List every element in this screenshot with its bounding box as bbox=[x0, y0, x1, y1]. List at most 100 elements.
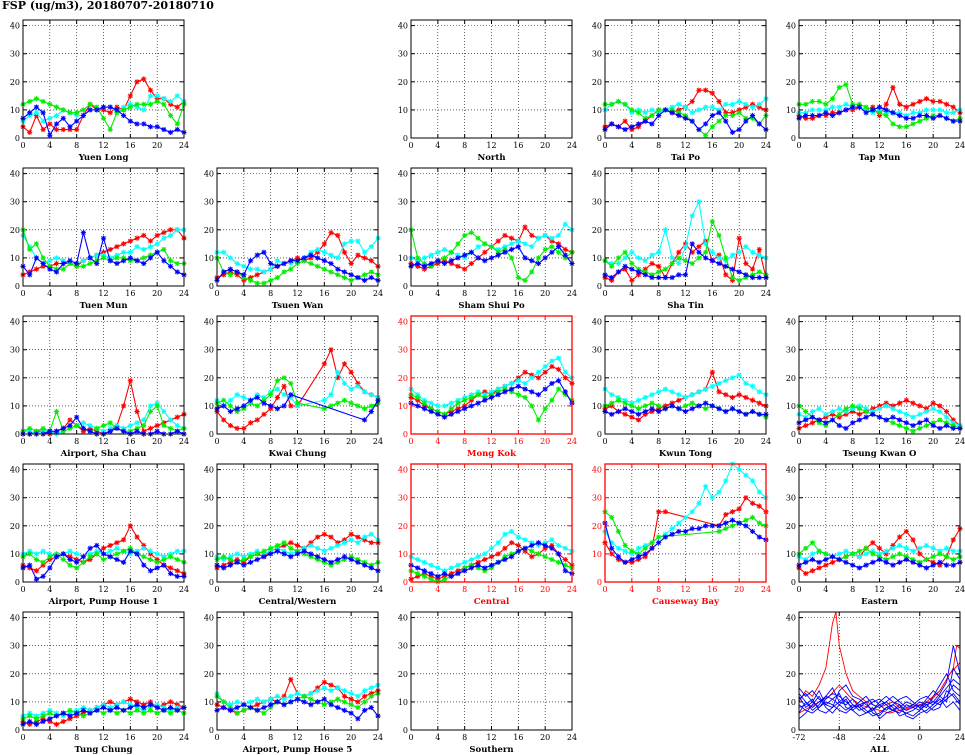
data-point bbox=[488, 392, 495, 398]
data-point bbox=[147, 548, 154, 554]
data-point bbox=[134, 420, 140, 426]
data-point bbox=[74, 260, 80, 267]
y-tick-label: 10 bbox=[398, 698, 408, 707]
data-point bbox=[682, 258, 689, 264]
data-point bbox=[488, 545, 495, 551]
data-point bbox=[308, 252, 314, 258]
data-point bbox=[127, 378, 133, 384]
data-point bbox=[127, 104, 133, 110]
data-point bbox=[174, 428, 180, 434]
data-point bbox=[676, 528, 682, 535]
data-point bbox=[642, 551, 648, 557]
data-point bbox=[850, 403, 856, 409]
data-point bbox=[669, 403, 675, 409]
data-point bbox=[141, 255, 147, 261]
data-point bbox=[809, 556, 816, 563]
data-point bbox=[448, 249, 454, 255]
y-tick-label: 20 bbox=[398, 670, 408, 679]
data-point bbox=[749, 397, 756, 403]
data-point bbox=[863, 562, 869, 568]
data-point bbox=[696, 389, 702, 395]
data-point bbox=[749, 101, 756, 107]
data-point bbox=[876, 403, 883, 409]
data-point bbox=[836, 414, 842, 420]
y-tick-label: 20 bbox=[786, 78, 796, 87]
data-point bbox=[27, 428, 33, 434]
panel-title: Sham Shui Po bbox=[458, 301, 525, 311]
data-point bbox=[649, 406, 655, 412]
data-point bbox=[167, 707, 174, 713]
data-point bbox=[241, 277, 247, 283]
data-point bbox=[876, 414, 883, 420]
data-point bbox=[910, 110, 916, 116]
data-point bbox=[743, 118, 749, 124]
data-point bbox=[421, 263, 428, 269]
data-point bbox=[522, 380, 528, 387]
data-point bbox=[475, 554, 481, 560]
data-point bbox=[53, 554, 60, 560]
data-point bbox=[749, 272, 756, 278]
data-point bbox=[428, 263, 434, 269]
data-point bbox=[141, 76, 147, 82]
data-point bbox=[261, 400, 267, 406]
data-point bbox=[629, 408, 635, 415]
x-tick-label: 4 bbox=[823, 437, 828, 446]
data-point bbox=[549, 556, 555, 563]
data-point bbox=[147, 425, 154, 431]
y-tick-label: 10 bbox=[398, 550, 408, 559]
data-point bbox=[441, 403, 448, 409]
data-point bbox=[154, 422, 160, 429]
data-point bbox=[482, 394, 488, 401]
data-point bbox=[241, 562, 247, 568]
data-point bbox=[94, 252, 100, 258]
data-point bbox=[355, 716, 361, 722]
data-point bbox=[843, 548, 849, 554]
data-point bbox=[642, 269, 648, 275]
data-point bbox=[141, 260, 147, 267]
data-point bbox=[856, 406, 862, 412]
data-point bbox=[141, 101, 147, 107]
data-point bbox=[254, 702, 260, 708]
data-point bbox=[114, 540, 120, 546]
data-point bbox=[348, 556, 354, 563]
data-point bbox=[549, 358, 555, 364]
data-point bbox=[736, 107, 742, 113]
data-point bbox=[341, 540, 348, 546]
data-point bbox=[74, 110, 80, 116]
data-point bbox=[897, 112, 903, 119]
data-point bbox=[234, 704, 240, 711]
data-point bbox=[107, 554, 113, 560]
data-point bbox=[428, 570, 434, 577]
data-point bbox=[856, 101, 862, 107]
data-point bbox=[428, 573, 434, 579]
data-point bbox=[903, 554, 909, 560]
data-point bbox=[361, 688, 368, 694]
data-point bbox=[930, 107, 936, 113]
x-tick-label: 4 bbox=[823, 141, 828, 150]
data-point bbox=[649, 400, 655, 406]
data-point bbox=[930, 406, 936, 412]
data-point bbox=[529, 375, 535, 381]
data-point bbox=[147, 87, 154, 93]
data-point bbox=[121, 699, 127, 705]
data-point bbox=[134, 707, 140, 713]
data-point bbox=[716, 523, 722, 529]
data-point bbox=[716, 406, 722, 412]
data-point bbox=[60, 718, 66, 725]
data-point bbox=[53, 408, 60, 415]
data-point bbox=[53, 551, 60, 557]
data-point bbox=[335, 556, 341, 563]
data-point bbox=[535, 417, 542, 423]
data-point bbox=[361, 272, 368, 278]
x-tick-label: 4 bbox=[241, 733, 246, 742]
data-point bbox=[127, 704, 133, 711]
data-point bbox=[803, 422, 809, 429]
data-point bbox=[435, 565, 441, 571]
x-tick-label: 0 bbox=[602, 585, 607, 594]
y-tick-label: 0 bbox=[791, 726, 796, 735]
data-point bbox=[716, 489, 722, 495]
data-point bbox=[943, 408, 950, 415]
data-point bbox=[234, 392, 240, 398]
x-tick-label: 4 bbox=[47, 289, 52, 298]
